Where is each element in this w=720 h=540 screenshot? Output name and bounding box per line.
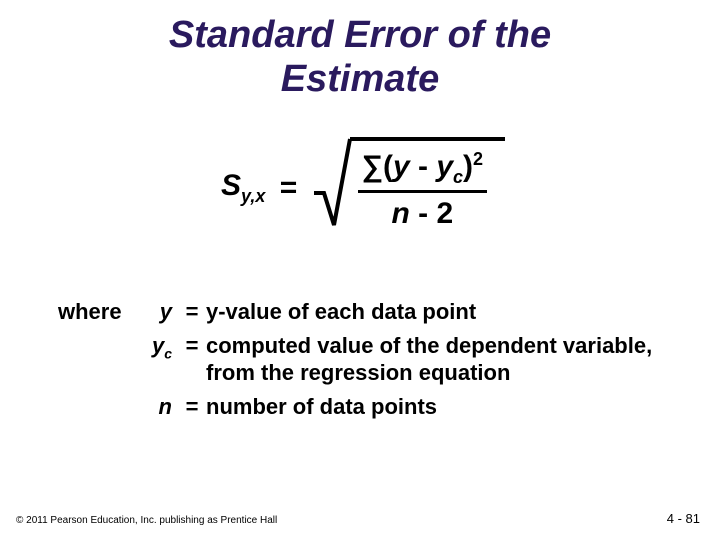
title-line-2: Estimate	[281, 58, 439, 100]
sqrt-vinculum	[350, 137, 505, 141]
def-equals: =	[178, 332, 206, 387]
def-equals: =	[178, 298, 206, 326]
definitions: where y = y-value of each data point yc …	[58, 298, 680, 426]
paren-close: )	[463, 150, 473, 183]
den-n: n	[391, 197, 409, 230]
def-sym-main: y	[152, 333, 164, 358]
where-label: where	[58, 298, 136, 326]
def-row: yc = computed value of the dependent var…	[58, 332, 680, 387]
def-row: where y = y-value of each data point	[58, 298, 680, 326]
numerator: ∑(y - yc)2	[358, 149, 487, 193]
paren-open: (	[383, 150, 393, 183]
def-text: computed value of the dependent variable…	[206, 332, 680, 387]
fraction: ∑(y - yc)2 n - 2	[352, 145, 499, 231]
def-sym-main: y	[160, 299, 172, 324]
def-symbol: n	[136, 393, 178, 421]
formula-lhs: Sy,x	[221, 169, 265, 207]
copyright-text: © 2011 Pearson Education, Inc. publishin…	[16, 515, 277, 526]
def-symbol: y	[136, 298, 178, 326]
sqrt-expression: ∑(y - yc)2 n - 2	[312, 145, 499, 231]
page-number: 4 - 81	[667, 511, 700, 526]
def-text: number of data points	[206, 393, 680, 421]
def-row: n = number of data points	[58, 393, 680, 421]
den-minus: -	[410, 197, 437, 230]
where-spacer	[58, 393, 136, 421]
slide-title: Standard Error of the Estimate	[0, 0, 720, 101]
def-sym-main: n	[159, 394, 172, 419]
def-text: y-value of each data point	[206, 298, 680, 326]
where-spacer	[58, 332, 136, 387]
def-symbol: yc	[136, 332, 178, 387]
lhs-sub-yx: y,x	[241, 186, 265, 206]
title-line-1: Standard Error of the	[169, 14, 551, 56]
sigma-icon: ∑	[362, 150, 383, 183]
num-yc-y: y	[436, 150, 453, 183]
formula-area: Sy,x = ∑(y - yc)2 n - 2	[0, 145, 720, 231]
equals-sign: =	[280, 171, 298, 205]
num-minus: -	[410, 150, 437, 183]
def-equals: =	[178, 393, 206, 421]
num-yc-c: c	[453, 167, 463, 187]
lhs-S: S	[221, 169, 241, 202]
denominator: n - 2	[358, 193, 487, 231]
den-two: 2	[436, 197, 453, 230]
num-squared: 2	[473, 149, 483, 169]
standard-error-formula: Sy,x = ∑(y - yc)2 n - 2	[221, 145, 499, 231]
sqrt-icon	[312, 137, 352, 229]
num-y: y	[393, 150, 410, 183]
def-sym-sub: c	[164, 345, 172, 361]
